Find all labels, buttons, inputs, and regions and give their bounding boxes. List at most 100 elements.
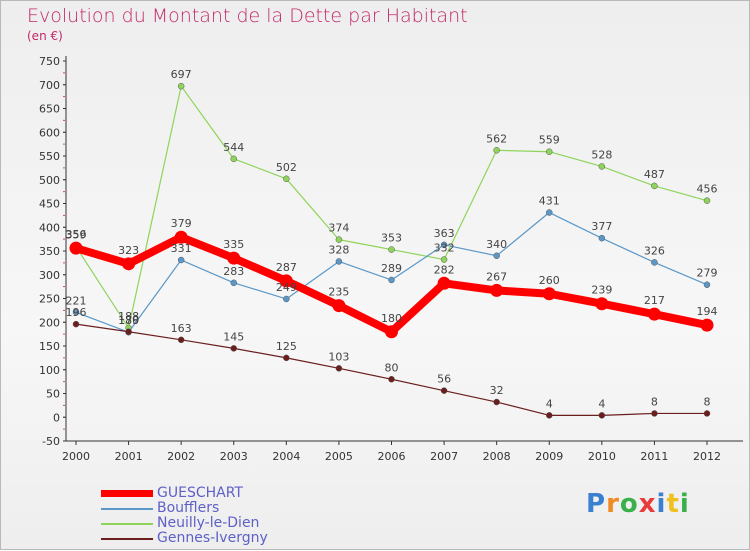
data-label-boufflers: 279 [697,267,718,280]
y-tick-label: 300 [39,269,60,282]
legend-label: GUESCHART [157,485,243,501]
legend-swatch-gennes-ivergny [101,538,153,540]
x-tick-label: 2002 [167,450,195,463]
data-label-gueschart: 379 [171,217,192,230]
data-point-gennes-ivergny [125,328,132,335]
data-label-gennes-ivergny: 4 [546,397,553,410]
logo-letter: x [638,489,657,519]
data-label-boufflers: 363 [434,227,455,240]
data-label-neuilly-le-dien: 359 [66,229,87,242]
data-label-gennes-ivergny: 103 [328,350,349,363]
data-point-gueschart [542,287,556,301]
data-label-boufflers: 249 [276,281,297,294]
data-label-gennes-ivergny: 56 [437,373,451,386]
data-label-neuilly-le-dien: 487 [644,168,665,181]
data-point-boufflers [651,259,658,266]
x-tick-label: 2011 [640,450,668,463]
y-tick-label: 450 [39,198,60,211]
legend-item-boufflers: Boufflers [101,500,361,516]
data-point-gueschart [700,318,714,332]
data-point-neuilly-le-dien [230,155,237,163]
data-point-gueschart [279,274,293,288]
data-label-neuilly-le-dien: 544 [223,141,244,154]
data-label-gennes-ivergny: 8 [704,395,711,408]
data-point-boufflers [598,234,606,242]
data-label-boufflers: 331 [171,242,192,255]
data-label-gueschart: 217 [644,294,665,307]
legend-label: Gennes-Ivergny [157,530,268,546]
data-point-gennes-ivergny [546,412,553,419]
y-tick-label: 250 [39,293,60,306]
x-tick-label: 2012 [693,450,721,463]
data-label-neuilly-le-dien: 332 [434,242,455,255]
data-point-neuilly-le-dien [703,197,711,204]
legend-swatch-gueschart [101,490,153,497]
logo-letter: r [606,489,620,519]
data-point-neuilly-le-dien [335,236,343,243]
data-label-boufflers: 377 [591,220,612,233]
data-point-boufflers [493,252,500,259]
data-point-gennes-ivergny [440,387,448,394]
y-tick-label: 0 [53,411,60,424]
data-label-neuilly-le-dien: 353 [381,232,402,245]
x-tick-label: 2006 [378,450,406,463]
x-tick-label: 2008 [483,450,511,463]
data-label-gennes-ivergny: 4 [598,397,605,410]
y-tick-label: 600 [39,126,60,139]
data-label-gueschart: 235 [328,286,349,299]
data-point-gennes-ivergny [493,398,500,406]
data-point-gueschart [332,299,346,313]
proxiti-logo: Proxiti [586,489,690,519]
legend: GUESCHART Boufflers Neuilly-le-Dien Genn… [101,485,361,546]
data-point-gennes-ivergny [703,410,711,417]
data-label-gueschart: 239 [591,284,612,297]
data-point-neuilly-le-dien [283,175,290,183]
y-tick-label: 400 [39,221,60,234]
data-label-boufflers: 179 [118,314,139,327]
legend-item-neuilly-le-dien: Neuilly-le-Dien [101,515,361,531]
legend-item-gennes-ivergny: Gennes-Ivergny [101,530,361,546]
data-point-gueschart [437,276,451,290]
y-tick-label: 700 [39,79,60,92]
data-label-neuilly-le-dien: 562 [486,132,507,145]
data-point-gennes-ivergny [388,376,395,383]
data-label-boufflers: 326 [644,244,665,257]
data-point-gueschart [595,297,609,311]
data-point-boufflers [283,295,290,303]
data-label-gennes-ivergny: 163 [171,322,192,335]
data-label-gueschart: 335 [223,238,244,251]
data-label-gennes-ivergny: 8 [651,395,658,408]
data-label-gueschart: 356 [66,228,87,241]
data-point-boufflers [72,309,80,316]
y-tick-label: 100 [39,364,60,377]
data-point-boufflers [546,209,553,216]
data-label-boufflers: 221 [66,294,87,307]
data-point-boufflers [388,276,395,284]
data-point-gueschart [385,325,398,339]
data-label-gueschart: 287 [276,261,297,274]
data-label-neuilly-le-dien: 188 [118,310,139,323]
data-point-gennes-ivergny [230,345,237,352]
data-label-gennes-ivergny: 145 [223,330,244,343]
data-label-gennes-ivergny: 80 [385,361,399,374]
data-label-gueschart: 323 [118,244,139,257]
data-point-boufflers [703,281,711,288]
y-tick-label: 550 [39,150,60,163]
data-label-neuilly-le-dien: 374 [328,222,349,235]
data-point-neuilly-le-dien [440,256,448,263]
data-point-gennes-ivergny [283,354,290,362]
legend-label: Neuilly-le-Dien [157,515,260,531]
chart-subtitle: (en €) [27,29,63,43]
data-point-boufflers [230,279,237,287]
data-label-gueschart: 180 [381,312,402,325]
data-point-gueschart [647,307,661,321]
data-label-gueschart: 267 [486,270,507,283]
x-tick-label: 2000 [62,450,90,463]
data-point-gennes-ivergny [651,410,658,417]
data-point-boufflers [177,256,185,264]
y-tick-label: 350 [39,245,60,258]
x-tick-label: 2004 [272,450,300,463]
y-tick-label: 500 [39,174,60,187]
logo-letter: i [656,489,667,519]
